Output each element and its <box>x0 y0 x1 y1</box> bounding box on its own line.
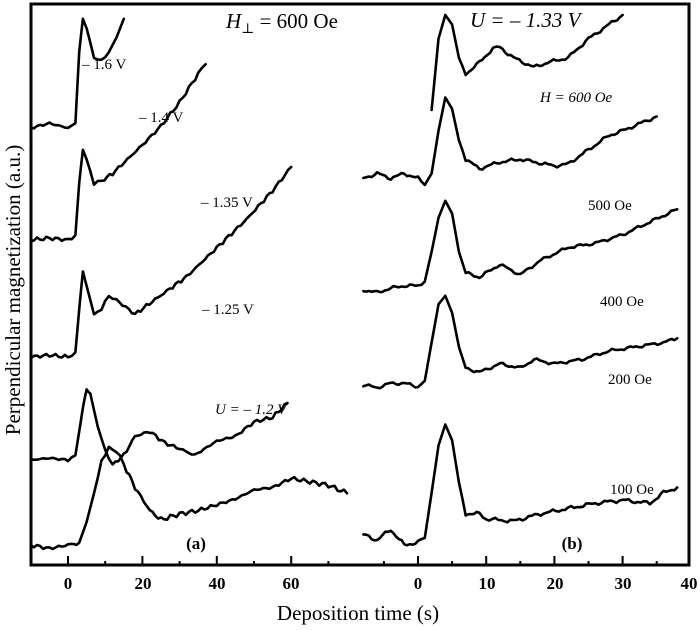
x-axis-ticks <box>67 556 658 565</box>
series-label-b-200: 200 Oe <box>608 372 652 388</box>
y-axis-label: Perpendicular magnetization (a.u.) <box>1 145 25 435</box>
series-label-b-100: 100 Oe <box>610 482 654 498</box>
tick-label-b-30: 30 <box>615 574 632 593</box>
panel-a-title-subscript: ⊥ <box>241 22 254 37</box>
panel-b-title: U = – 1.33 V <box>470 8 583 32</box>
curve-600-oe <box>430 13 624 112</box>
tick-label-a-60: 60 <box>283 574 300 593</box>
tick-label-a-40: 40 <box>209 574 226 593</box>
curve-100-oe <box>362 423 679 547</box>
series-label-a-1-25V: – 1.25 V <box>201 302 254 318</box>
plot-frame <box>29 2 691 567</box>
series-label-b-600: H = 600 Oe <box>539 90 613 106</box>
x-axis-label: Deposition time (s) <box>277 601 439 625</box>
curve--1-6-v <box>29 17 126 130</box>
curve--1-35-v <box>29 165 293 360</box>
panel-b-label: (b) <box>562 534 583 553</box>
panel-a-curves <box>29 17 349 551</box>
series-label-a-1-2V: U = – 1.2 V <box>215 402 288 418</box>
series-label-a-1-6V: – 1.6 V <box>81 57 126 73</box>
tick-label-b-20: 20 <box>547 574 564 593</box>
panel-a-label: (a) <box>186 534 206 553</box>
panel-b-curves <box>362 13 679 547</box>
panel-a-title-symbol: H <box>225 9 243 33</box>
series-label-a-1-4V: – 1.4 V <box>138 110 183 126</box>
series-label-a-1-35V: – 1.35 V <box>200 195 253 211</box>
tick-label-b-10: 10 <box>479 574 496 593</box>
series-label-b-500: 500 Oe <box>588 198 632 214</box>
panel-a-title-rest: = 600 Oe <box>254 9 338 33</box>
curve-200-oe <box>362 294 679 390</box>
curve--1-4-v <box>29 63 207 243</box>
curve--1-2-v <box>29 445 349 551</box>
tick-label-b-0: 0 <box>414 574 423 593</box>
curve-500-oe <box>362 96 658 187</box>
panel-a-title: H⊥ = 600 Oe <box>225 9 338 37</box>
tick-label-b-40: 40 <box>681 574 698 593</box>
tick-label-a-0: 0 <box>64 574 73 593</box>
tick-label-a-20: 20 <box>135 574 152 593</box>
curve-400-oe <box>362 199 679 294</box>
curve--1-25-v <box>29 388 289 466</box>
series-label-b-400: 400 Oe <box>600 294 644 310</box>
